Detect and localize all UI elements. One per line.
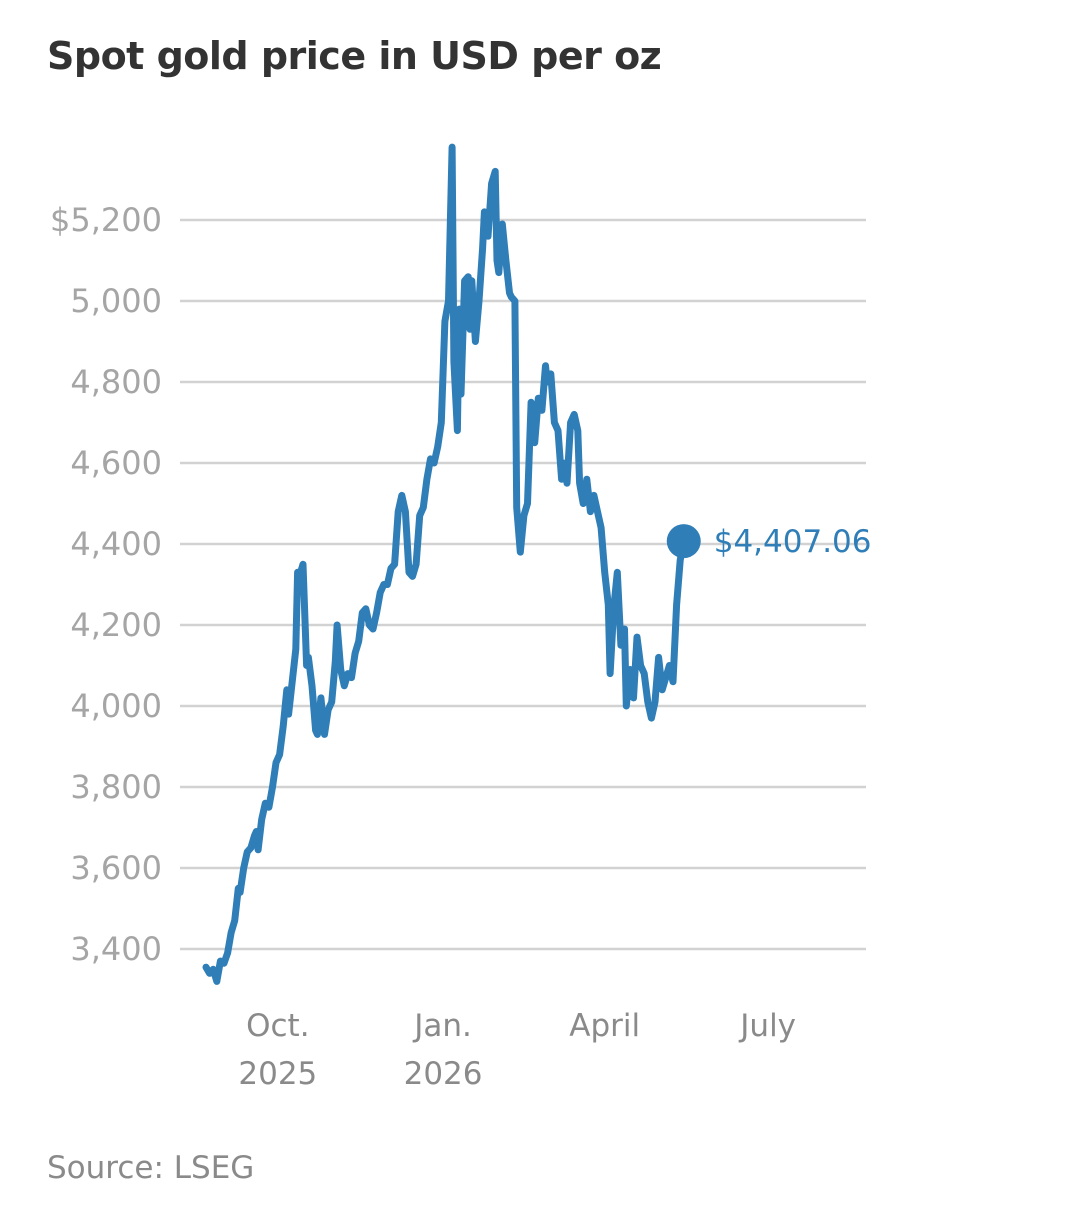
y-tick-label: 4,000 xyxy=(70,687,162,725)
y-tick-label: 3,400 xyxy=(70,930,162,968)
y-tick-label: 3,600 xyxy=(70,849,162,887)
x-tick-label: April xyxy=(569,1008,640,1044)
x-axis-ticks: Oct. 2025 Jan. 2026 April July xyxy=(238,1008,796,1092)
y-tick-label: $5,200 xyxy=(50,201,162,239)
x-tick-label: July xyxy=(738,1008,796,1044)
y-tick-label: 3,800 xyxy=(70,768,162,806)
price-line xyxy=(202,143,688,985)
chart-title: Spot gold price in USD per oz xyxy=(47,34,662,78)
x-tick-year-label: 2026 xyxy=(404,1056,483,1092)
y-tick-label: 4,200 xyxy=(70,606,162,644)
y-tick-label: 4,600 xyxy=(70,444,162,482)
y-tick-label: 5,000 xyxy=(70,282,162,320)
gold-price-chart: 3,400 3,600 3,800 4,000 4,200 4,400 4,600 4,800… xyxy=(50,143,872,1092)
series-layer: $4,407.06 xyxy=(202,143,872,985)
x-tick-year-label: 2025 xyxy=(238,1056,317,1092)
gridlines xyxy=(180,218,866,951)
latest-value-label: $4,407.06 xyxy=(714,524,872,560)
source-note: Source: LSEG xyxy=(47,1150,255,1186)
latest-point-marker xyxy=(666,524,701,559)
x-tick-label: Oct. xyxy=(246,1008,309,1044)
y-axis-ticks: 3,400 3,600 3,800 4,000 4,200 4,400 4,600 4,800… xyxy=(50,201,162,968)
y-tick-label: 4,400 xyxy=(70,525,162,563)
y-tick-label: 4,800 xyxy=(70,363,162,401)
x-tick-label: Jan. xyxy=(412,1008,472,1044)
